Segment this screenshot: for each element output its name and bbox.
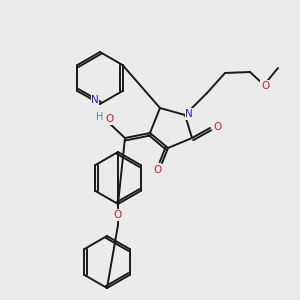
Text: O: O <box>105 114 113 124</box>
Text: H: H <box>96 112 104 122</box>
Text: O: O <box>261 81 269 91</box>
Text: N: N <box>91 95 99 105</box>
Text: O: O <box>154 165 162 175</box>
Text: N: N <box>185 109 193 119</box>
Text: O: O <box>114 210 122 220</box>
Text: O: O <box>213 122 221 132</box>
